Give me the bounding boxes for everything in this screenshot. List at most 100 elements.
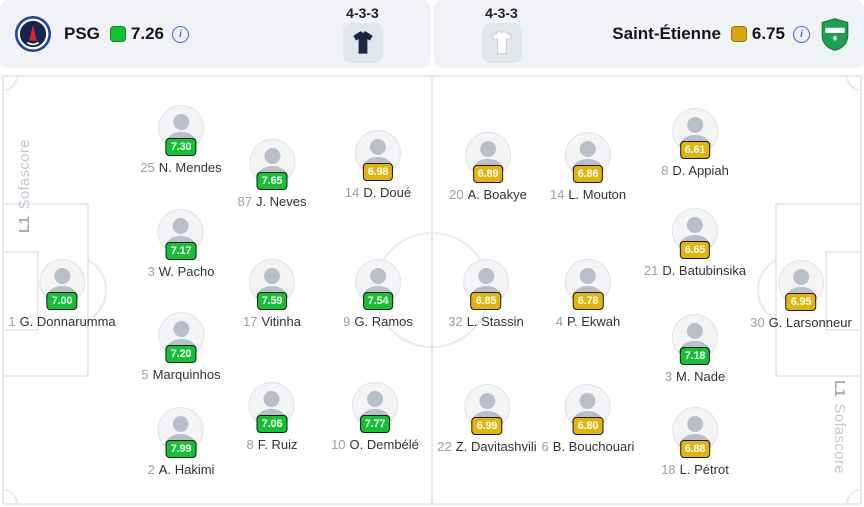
player-home[interactable]: 7.54 9 G. Ramos [343,259,413,329]
player-name: J. Neves [255,194,307,209]
player-name-row: 14 L. Mouton [550,187,626,202]
player-number: 1 [8,314,16,329]
player-rating-badge: 6.61 [679,141,711,159]
player-rating-badge: 6.80 [572,417,604,435]
player-rating-badge: 7.99 [165,440,197,458]
player-name-row: 21 D. Batubinsika [644,263,746,278]
player-number: 8 [246,437,254,452]
player-name: A. Boakye [467,187,527,202]
player-number: 30 [750,315,765,330]
player-home[interactable]: 7.00 1 G. Donnarumma [8,259,116,329]
player-name-row: 20 A. Boakye [449,187,527,202]
psg-crest-icon [14,15,52,53]
player-home[interactable]: 7.59 17 Vitinha [243,259,301,329]
player-rating-badge: 7.65 [256,172,288,190]
lineups-header: PSG 7.26 i 4-3-3 4-3-3 Saint-Étienne 6. [0,0,864,68]
player-name: G. Larsonneur [768,315,852,330]
saint-etienne-crest-icon [820,17,850,51]
player-away[interactable]: 6.61 8 D. Appiah [661,108,729,178]
away-rating-swatch [730,26,747,42]
player-name-row: 3 M. Nade [665,369,725,384]
away-formation: 4-3-3 [481,5,522,63]
home-team-rating: 7.26 [130,24,164,43]
info-icon[interactable]: i [793,25,810,43]
home-formation: 4-3-3 [342,5,383,63]
player-number: 3 [664,369,673,384]
player-name-row: 6 B. Bouchouari [542,439,635,454]
player-away[interactable]: 6.95 30 G. Larsonneur [750,260,852,330]
player-name: Marquinhos [152,367,221,382]
player-name-row: 3 W. Pacho [148,264,215,279]
player-number: 20 [449,187,464,202]
player-away[interactable]: 6.65 21 D. Batubinsika [644,208,746,278]
player-rating-badge: 6.95 [785,293,817,311]
player-away[interactable]: 7.18 3 M. Nade [665,314,725,384]
home-team-name: PSG [64,24,100,43]
player-rating-badge: 6.85 [470,292,502,310]
player-name-row: 18 L. Pétrot [661,462,729,477]
player-away[interactable]: 6.78 4 P. Ekwah [556,259,620,329]
away-team-header[interactable]: 4-3-3 Saint-Étienne 6.75 i [433,0,864,68]
player-name: O. Dembélé [349,437,419,452]
player-name-row: 9 G. Ramos [343,314,413,329]
player-name-row: 8 F. Ruiz [247,437,298,452]
player-name: G. Ramos [354,314,413,329]
player-rating-badge: 6.88 [679,440,711,458]
player-name: P. Ekwah [566,314,621,329]
player-number: 32 [448,314,463,329]
player-name-row: 4 P. Ekwah [556,314,620,329]
player-number: 14 [549,187,565,202]
player-number: 4 [555,314,563,329]
away-team-rating: 6.75 [751,24,785,43]
sofascore-watermark: Sofascore [15,139,33,210]
player-number: 5 [141,367,149,382]
player-away[interactable]: 6.89 20 A. Boakye [449,132,527,202]
player-home[interactable]: 7.99 2 A. Hakimi [147,407,214,477]
player-name-row: 22 Z. Davitashvili [437,439,536,454]
player-name-row: 17 Vitinha [243,314,301,329]
player-rating-badge: 6.98 [362,163,394,181]
player-away[interactable]: 6.99 22 Z. Davitashvili [437,384,537,454]
away-team-name: Saint-Étienne [612,24,721,43]
player-home[interactable]: 7.30 25 N. Mendes [140,105,222,175]
player-rating-badge: 6.65 [679,241,711,259]
player-name: B. Bouchouari [552,439,635,454]
player-home[interactable]: 6.98 14 D. Doué [345,130,411,200]
player-home[interactable]: 7.17 3 W. Pacho [148,209,215,279]
player-home[interactable]: 7.20 5 Marquinhos [141,312,221,382]
info-icon[interactable]: i [172,25,189,43]
player-home[interactable]: 7.65 87 J. Neves [237,139,307,209]
watermark-right: L1 Sofascore [826,380,854,500]
player-rating-badge: 6.99 [471,417,503,435]
player-number: 18 [661,462,676,477]
player-home[interactable]: 7.77 10 O. Dembélé [331,382,419,452]
player-rating-badge: 7.54 [362,292,394,310]
player-number: 2 [147,462,155,477]
player-number: 6 [541,439,549,454]
player-number: 3 [147,264,155,279]
player-name: M. Nade [676,369,726,384]
player-away[interactable]: 6.86 14 L. Mouton [550,132,626,202]
player-rating-badge: 7.06 [256,415,288,433]
away-jersey-icon [481,23,522,63]
player-name: G. Donnarumma [19,314,116,329]
player-name: L. Stassin [466,314,524,329]
player-name: N. Mendes [158,160,222,175]
watermark-left: L1 Sofascore [10,113,38,233]
player-name-row: 10 O. Dembélé [331,437,419,452]
pitch: L1 Sofascore L1 Sofascore 7.00 1 G. Donna… [0,75,864,507]
player-name-row: 14 D. Doué [345,185,411,200]
player-rating-badge: 7.20 [165,345,197,363]
player-away[interactable]: 6.88 18 L. Pétrot [661,407,729,477]
home-team-header[interactable]: PSG 7.26 i 4-3-3 [0,0,431,68]
ligue1-icon: L1 [831,380,849,397]
player-rating-badge: 6.89 [472,165,504,183]
player-number: 17 [243,314,258,329]
player-away[interactable]: 6.85 32 L. Stassin [448,259,524,329]
player-home[interactable]: 7.06 8 F. Ruiz [247,382,298,452]
player-away[interactable]: 6.80 6 B. Bouchouari [542,384,635,454]
player-number: 22 [437,439,452,454]
player-name: L. Mouton [568,187,627,202]
player-name: Vitinha [261,314,301,329]
home-jersey-icon [342,23,383,63]
